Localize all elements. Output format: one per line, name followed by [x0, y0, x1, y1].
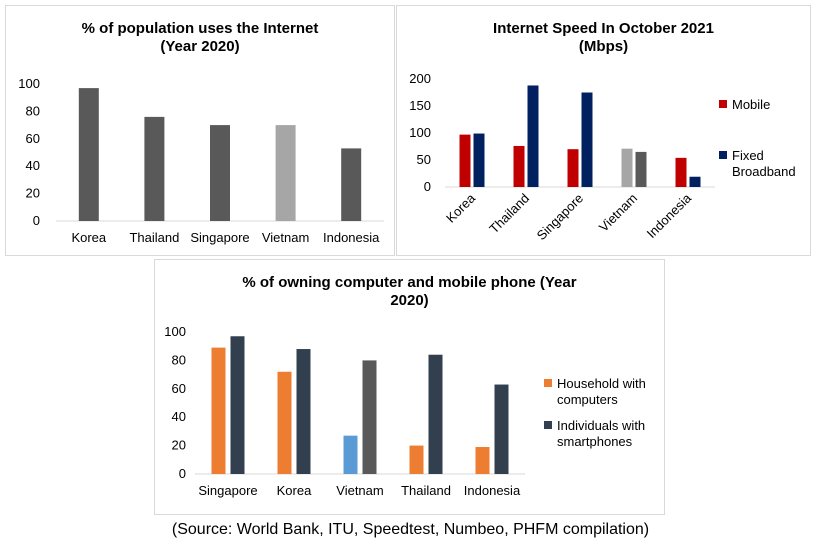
y-tick-label: 80 [26, 103, 40, 118]
legend-label: Individuals with smartphones [557, 418, 645, 449]
bar [527, 85, 539, 187]
bar [275, 125, 296, 221]
legend-label-line: computers [557, 392, 618, 407]
bar [343, 435, 358, 474]
bar [567, 149, 579, 187]
bar [230, 336, 245, 474]
y-tick-label: 20 [26, 186, 40, 201]
x-tick-label: Thailand [129, 230, 179, 245]
x-tick-label: Indonesia [644, 190, 695, 241]
bar [475, 447, 490, 474]
bar [459, 134, 471, 187]
bar [621, 148, 633, 187]
bar [428, 354, 443, 474]
bar [277, 371, 292, 474]
x-tick-label: Singapore [198, 483, 257, 498]
bar [211, 347, 226, 474]
x-tick-label: Vietnam [336, 483, 383, 498]
y-tick-label: 150 [409, 98, 431, 113]
source-caption: (Source: World Bank, ITU, Speedtest, Num… [171, 521, 650, 538]
bar [362, 360, 377, 474]
x-tick-label: Thailand [401, 483, 451, 498]
legend-label-line: Broadband [732, 164, 796, 179]
y-tick-label: 0 [179, 466, 186, 481]
legend-label-line: Individuals with [557, 418, 645, 433]
legend-label: Fixed Broadband [732, 148, 796, 179]
y-tick-label: 100 [18, 76, 40, 91]
bar [409, 445, 424, 474]
legend-swatch [544, 379, 552, 387]
y-tick-label: 60 [172, 381, 186, 396]
y-tick-label: 60 [26, 131, 40, 146]
bar [494, 384, 509, 474]
legend-label: Mobile [732, 97, 770, 112]
y-tick-label: 0 [33, 213, 40, 228]
bar [689, 176, 701, 187]
y-tick-label: 40 [172, 409, 186, 424]
y-tick-label: 50 [417, 152, 431, 167]
y-tick-label: 20 [172, 438, 186, 453]
x-tick-label: Korea [443, 190, 479, 226]
device-ownership-chart: 0 20 40 60 80 100 Singapore Korea Vietnam Thailan… [164, 324, 646, 498]
bar [473, 133, 485, 187]
y-tick-label: 80 [172, 352, 186, 367]
legend-label-line: smartphones [557, 434, 633, 449]
bar [675, 157, 687, 187]
legend-swatch [544, 421, 552, 429]
y-tick-label: 200 [409, 71, 431, 86]
y-tick-label: 0 [424, 179, 431, 194]
device-ownership-chart-panel: % of owning computer and mobile phone (Y… [154, 259, 665, 515]
x-tick-label: Indonesia [323, 230, 380, 245]
x-tick-label: Singapore [190, 230, 249, 245]
chart-title: % of owning computer and mobile phone (Y… [242, 274, 577, 309]
bar [341, 148, 362, 221]
x-tick-label: Singapore [534, 191, 587, 244]
y-tick-label: 100 [409, 125, 431, 140]
bar [635, 151, 647, 187]
legend-swatch [719, 100, 727, 108]
y-tick-label: 40 [26, 158, 40, 173]
x-tick-label: Korea [277, 483, 312, 498]
legend-label: Household with computers [557, 376, 646, 407]
bar [581, 92, 593, 187]
internet-usage-chart: 0 20 40 60 80 100 Korea Thailand Singapore Vietna… [18, 76, 384, 245]
bar [513, 145, 525, 187]
x-tick-label: Indonesia [464, 483, 521, 498]
internet-usage-chart-panel: % of population uses the Internet (Year … [5, 5, 395, 256]
internet-speed-chart: 0 50 100 150 200 Korea Thailand Singapore Vietna… [409, 71, 796, 244]
bar [210, 125, 230, 221]
x-tick-label: Vietnam [262, 230, 309, 245]
bar [296, 349, 311, 474]
legend-swatch [719, 151, 727, 159]
legend-label-line: Mobile [732, 97, 770, 112]
bar [78, 88, 99, 221]
x-tick-label: Thailand [486, 191, 532, 237]
internet-speed-chart-panel: Internet Speed In October 2021 (Mbps) 0 5… [396, 5, 811, 256]
x-tick-label: Korea [71, 230, 106, 245]
chart-title: % of population uses the Internet (Year … [81, 20, 319, 55]
legend-label-line: Household with [557, 376, 646, 391]
x-tick-label: Vietnam [596, 191, 640, 235]
chart-title: Internet Speed In October 2021 (Mbps) [493, 20, 714, 55]
bar [144, 116, 165, 221]
y-tick-label: 100 [164, 324, 186, 339]
legend-label-line: Fixed [732, 148, 764, 163]
